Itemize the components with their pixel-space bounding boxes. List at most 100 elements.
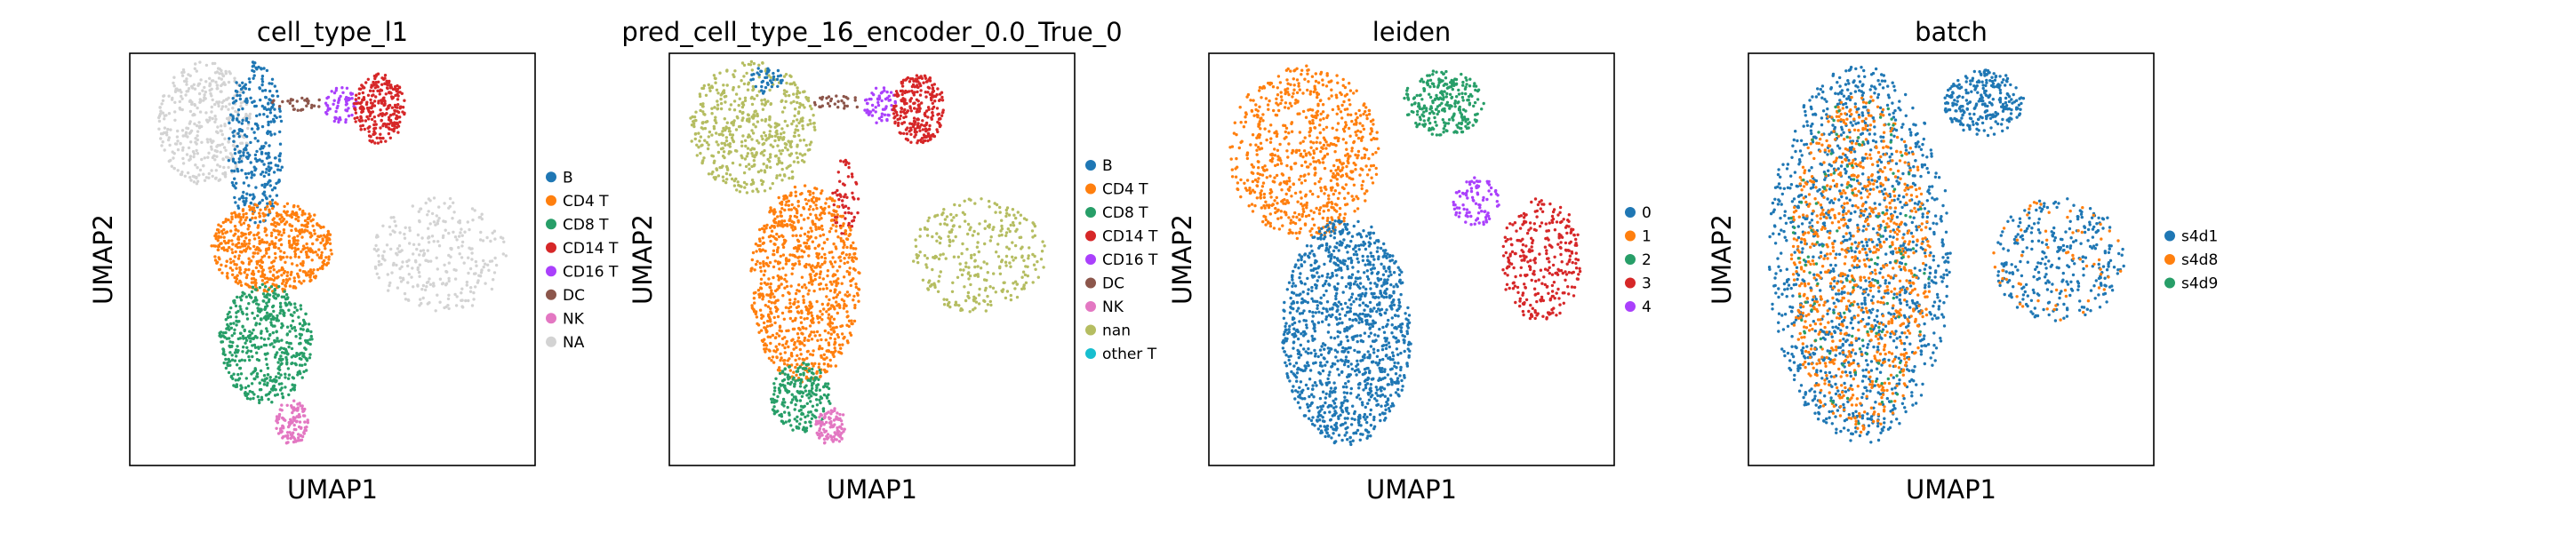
scatter-point: [244, 338, 249, 342]
scatter-point: [1000, 289, 1004, 292]
scatter-point: [833, 340, 837, 344]
scatter-point: [268, 195, 272, 198]
scatter-point: [368, 114, 372, 118]
scatter-point: [836, 335, 840, 339]
scatter-point: [250, 382, 254, 386]
scatter-point: [799, 381, 803, 386]
scatter-point: [384, 139, 388, 143]
scatter-point: [383, 74, 388, 77]
scatter-point: [270, 240, 274, 243]
scatter-point: [1020, 247, 1023, 251]
scatter-point: [224, 318, 228, 322]
scatter-point: [788, 154, 792, 157]
scatter-point: [309, 334, 313, 338]
scatter-point: [783, 106, 787, 109]
scatter-point: [749, 60, 754, 64]
scatter-point: [230, 334, 234, 338]
scatter-point: [843, 107, 846, 110]
scatter-point: [247, 204, 252, 209]
scatter-point: [163, 117, 166, 121]
scatter-point: [455, 295, 459, 298]
scatter-point: [303, 362, 307, 366]
scatter-point: [795, 95, 799, 99]
scatter-point: [292, 435, 295, 439]
scatter-point: [172, 76, 176, 79]
scatter-point: [354, 107, 357, 112]
scatter-point: [960, 251, 964, 256]
scatter-point: [301, 318, 306, 322]
scatter-point: [817, 362, 821, 366]
scatter-point: [276, 337, 279, 340]
scatter-point: [376, 248, 380, 251]
scatter-point: [706, 147, 710, 151]
scatter-point: [780, 203, 784, 206]
scatter-point: [743, 96, 748, 100]
scatter-point: [853, 99, 857, 102]
scatter-point: [765, 137, 769, 140]
scatter-point: [935, 232, 939, 235]
scatter-point: [228, 266, 232, 270]
scatter-point: [789, 401, 793, 404]
scatter-point: [930, 93, 934, 97]
scatter-point: [292, 279, 297, 283]
scatter-point: [207, 151, 211, 155]
scatter-point: [899, 114, 902, 118]
scatter-point: [163, 131, 166, 135]
scatter-point: [223, 83, 227, 87]
scatter-point: [796, 238, 800, 242]
scatter-point: [299, 337, 302, 340]
scatter-point: [280, 351, 284, 354]
scatter-point: [377, 259, 381, 264]
scatter-point: [733, 69, 737, 73]
scatter-point: [770, 289, 773, 292]
scatter-point: [716, 99, 719, 103]
scatter-point: [818, 333, 821, 338]
scatter-point: [307, 99, 310, 103]
scatter-point: [1004, 254, 1009, 259]
scatter-point: [277, 222, 281, 227]
scatter-point: [435, 256, 438, 259]
scatter-point: [223, 175, 228, 179]
scatter-point: [192, 180, 196, 184]
scatter-point: [768, 226, 772, 229]
scatter-point: [273, 84, 276, 88]
scatter-point: [374, 243, 378, 248]
scatter-point: [1015, 282, 1020, 286]
scatter-point: [275, 181, 278, 186]
scatter-point: [805, 402, 809, 405]
scatter-point: [298, 415, 301, 418]
scatter-point: [276, 417, 279, 421]
scatter-point: [466, 220, 469, 224]
scatter-point: [746, 147, 750, 150]
scatter-point: [695, 154, 699, 157]
scatter-point: [295, 352, 299, 355]
scatter-point: [957, 304, 961, 307]
scatter-point: [300, 434, 305, 439]
scatter-point: [372, 123, 376, 127]
scatter-point: [265, 251, 268, 255]
scatter-point: [446, 297, 451, 301]
scatter-point: [796, 200, 800, 203]
scatter-point: [244, 377, 248, 380]
scatter-point: [233, 328, 236, 331]
scatter-point: [889, 91, 893, 94]
scatter-point: [750, 258, 754, 262]
scatter-point: [450, 247, 453, 251]
scatter-point: [834, 229, 838, 233]
scatter-point: [269, 321, 273, 324]
scatter-point: [756, 67, 760, 70]
scatter-point: [323, 262, 326, 266]
scatter-point: [215, 145, 219, 148]
scatter-point: [902, 131, 906, 135]
scatter-point: [241, 118, 244, 123]
scatter-point: [797, 259, 801, 263]
scatter-point: [474, 285, 477, 289]
scatter-point: [700, 121, 705, 124]
scatter-point: [332, 91, 337, 95]
scatter-point: [802, 300, 805, 305]
scatter-point: [398, 231, 402, 235]
scatter-point: [377, 80, 380, 84]
scatter-point: [783, 142, 787, 146]
scatter-point: [827, 331, 830, 335]
scatter-point: [267, 172, 271, 177]
